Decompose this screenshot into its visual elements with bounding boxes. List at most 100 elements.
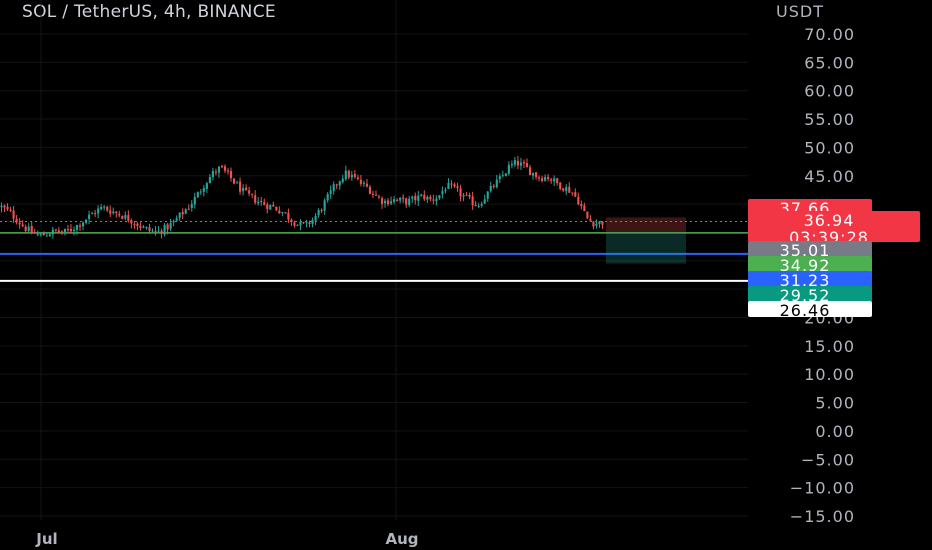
- candle-body[interactable]: [383, 200, 387, 204]
- candle-body[interactable]: [393, 199, 396, 202]
- candle-body[interactable]: [60, 231, 63, 233]
- candle-body[interactable]: [30, 225, 33, 233]
- candle-body[interactable]: [356, 177, 359, 180]
- candle-body[interactable]: [275, 206, 278, 211]
- candle-body[interactable]: [94, 213, 97, 215]
- candle-body[interactable]: [81, 222, 85, 227]
- candle-body[interactable]: [528, 167, 532, 176]
- candle-body[interactable]: [450, 183, 453, 185]
- candle-body[interactable]: [69, 229, 73, 232]
- candle-body[interactable]: [338, 181, 341, 186]
- candle-body[interactable]: [284, 212, 287, 214]
- candle-body[interactable]: [57, 230, 60, 233]
- candle-body[interactable]: [320, 209, 323, 211]
- candle-body[interactable]: [220, 165, 224, 168]
- candle-body[interactable]: [390, 201, 393, 204]
- candle-body[interactable]: [495, 179, 498, 188]
- candle-body[interactable]: [314, 215, 317, 221]
- candle-body[interactable]: [335, 184, 338, 186]
- candle-body[interactable]: [193, 196, 196, 205]
- candle-body[interactable]: [408, 198, 411, 206]
- candle-body[interactable]: [371, 193, 375, 195]
- blue-level-badge[interactable]: 31.23: [748, 271, 872, 290]
- candle-body[interactable]: [278, 210, 281, 214]
- candle-body[interactable]: [160, 230, 163, 234]
- candle-body[interactable]: [459, 188, 462, 197]
- candle-body[interactable]: [453, 184, 456, 187]
- candle-body[interactable]: [323, 200, 326, 211]
- candle-body[interactable]: [232, 178, 236, 184]
- candle-body[interactable]: [3, 205, 6, 208]
- candle-body[interactable]: [359, 179, 362, 184]
- candle-body[interactable]: [12, 210, 15, 219]
- candle-body[interactable]: [447, 182, 450, 189]
- candle-body[interactable]: [350, 174, 353, 178]
- candle-body[interactable]: [513, 160, 516, 165]
- candle-body[interactable]: [97, 208, 100, 214]
- take-profit-badge[interactable]: 29.52: [748, 286, 872, 305]
- candle-body[interactable]: [287, 212, 290, 220]
- candle-body[interactable]: [24, 226, 27, 232]
- candle-body[interactable]: [260, 200, 263, 202]
- candle-body[interactable]: [48, 234, 51, 236]
- candle-body[interactable]: [525, 163, 529, 168]
- candle-body[interactable]: [103, 206, 106, 208]
- candle-body[interactable]: [139, 225, 142, 228]
- candle-body[interactable]: [498, 176, 501, 180]
- candle-body[interactable]: [571, 192, 574, 194]
- candle-body[interactable]: [45, 235, 48, 237]
- candle-body[interactable]: [169, 222, 172, 229]
- candle-body[interactable]: [317, 210, 320, 216]
- candle-body[interactable]: [456, 186, 459, 189]
- candle-body[interactable]: [516, 160, 519, 166]
- candle-body[interactable]: [106, 206, 109, 211]
- candle-body[interactable]: [547, 176, 550, 180]
- candle-body[interactable]: [435, 198, 438, 202]
- candle-body[interactable]: [6, 206, 9, 210]
- candle-body[interactable]: [266, 204, 269, 210]
- candle-body[interactable]: [534, 172, 538, 177]
- candle-body[interactable]: [290, 219, 293, 222]
- stop-loss-zone[interactable]: [606, 217, 686, 233]
- candle-body[interactable]: [559, 182, 562, 189]
- candle-body[interactable]: [245, 187, 248, 191]
- candle-body[interactable]: [311, 219, 314, 225]
- candle-body[interactable]: [199, 191, 202, 193]
- candle-body[interactable]: [305, 221, 308, 223]
- candle-body[interactable]: [444, 189, 447, 191]
- candle-body[interactable]: [592, 221, 595, 227]
- candle-body[interactable]: [483, 199, 486, 204]
- candle-body[interactable]: [556, 178, 559, 184]
- candle-body[interactable]: [190, 203, 193, 209]
- candle-body[interactable]: [438, 195, 441, 199]
- candle-body[interactable]: [377, 196, 381, 198]
- white-level-badge[interactable]: 26.46: [748, 301, 872, 320]
- candle-body[interactable]: [580, 204, 583, 207]
- candle-body[interactable]: [426, 196, 429, 200]
- candle-body[interactable]: [544, 177, 547, 181]
- candle-body[interactable]: [293, 222, 296, 226]
- candle-body[interactable]: [51, 229, 54, 235]
- candle-body[interactable]: [36, 234, 39, 236]
- candle-body[interactable]: [151, 230, 154, 232]
- candle-body[interactable]: [239, 181, 242, 192]
- candle-body[interactable]: [145, 227, 148, 229]
- candle-body[interactable]: [414, 195, 417, 201]
- candle-body[interactable]: [601, 221, 604, 225]
- candle-body[interactable]: [562, 188, 565, 191]
- candle-body[interactable]: [565, 187, 568, 192]
- candle-body[interactable]: [63, 228, 66, 233]
- candle-body[interactable]: [148, 227, 151, 231]
- candle-body[interactable]: [214, 171, 217, 173]
- candle-body[interactable]: [468, 194, 471, 197]
- candle-body[interactable]: [326, 194, 329, 201]
- candle-body[interactable]: [118, 213, 121, 216]
- candle-body[interactable]: [263, 202, 266, 206]
- candle-body[interactable]: [492, 185, 495, 187]
- candle-body[interactable]: [374, 194, 378, 196]
- candle-body[interactable]: [257, 201, 260, 204]
- candle-body[interactable]: [109, 210, 112, 214]
- candle-body[interactable]: [88, 214, 91, 219]
- candle-body[interactable]: [299, 221, 302, 226]
- candle-body[interactable]: [33, 232, 36, 234]
